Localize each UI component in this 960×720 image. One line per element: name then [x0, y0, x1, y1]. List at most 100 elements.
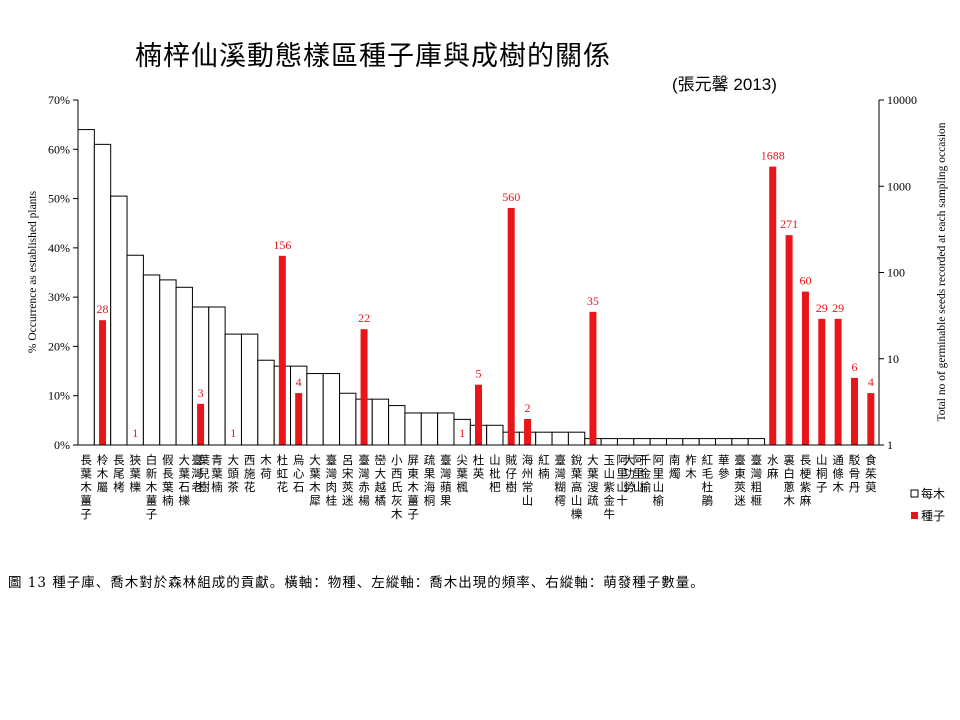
seed-bar — [507, 207, 515, 445]
svg-text:臺: 臺 — [751, 453, 763, 467]
svg-text:葉: 葉 — [162, 480, 174, 494]
svg-text:灣: 灣 — [440, 467, 452, 481]
y-left-tick-label: 10% — [48, 389, 70, 403]
seed-data-label: 5 — [476, 367, 482, 381]
svg-text:茶: 茶 — [228, 480, 240, 494]
seed-bar — [834, 318, 842, 445]
page-subtitle: (張元馨 2013) — [672, 75, 777, 94]
seed-bar — [589, 311, 597, 445]
svg-text:英: 英 — [473, 467, 485, 481]
svg-text:櫟: 櫟 — [179, 494, 191, 508]
svg-text:水: 水 — [767, 453, 779, 467]
svg-text:柞: 柞 — [685, 453, 697, 467]
tree-bar — [535, 431, 553, 446]
svg-text:呂: 呂 — [342, 453, 354, 467]
category-label: 食茱萸 — [865, 453, 877, 494]
svg-text:櫟: 櫟 — [129, 480, 141, 494]
svg-text:大: 大 — [228, 453, 240, 467]
svg-text:大: 大 — [587, 453, 599, 467]
tree-bar — [616, 438, 635, 446]
tree-bar — [600, 438, 618, 446]
tree-bar — [633, 438, 651, 446]
svg-text:杜: 杜 — [277, 453, 289, 467]
svg-text:白: 白 — [783, 467, 795, 481]
category-labels: 長葉木薑子柃木屬長尾栲狹葉櫟白新木薑子假長葉楠大葉石櫟臺灣老葉兒樹青葉楠大頭茶西… — [80, 453, 877, 521]
seed-data-label: 1 — [459, 426, 465, 440]
svg-text:木: 木 — [685, 467, 697, 481]
tree-bar — [747, 438, 766, 446]
svg-text:宋: 宋 — [342, 467, 354, 481]
svg-text:楊: 楊 — [358, 494, 370, 508]
svg-text:梗: 梗 — [800, 467, 812, 481]
svg-text:花: 花 — [277, 480, 289, 494]
svg-text:荷: 荷 — [260, 467, 272, 481]
svg-text:杜: 杜 — [702, 480, 714, 494]
tree-bar — [371, 398, 390, 446]
y-left-tick-label: 50% — [48, 192, 70, 206]
category-label: 水麻 — [767, 453, 779, 481]
svg-text:葉: 葉 — [211, 467, 223, 481]
svg-text:丹: 丹 — [849, 480, 861, 494]
seed-data-label: 6 — [851, 360, 857, 374]
svg-text:尾: 尾 — [113, 467, 125, 481]
svg-text:里: 里 — [653, 467, 665, 481]
svg-text:葉: 葉 — [571, 467, 583, 481]
seed-bars-series — [99, 166, 875, 445]
seed-bar — [801, 291, 809, 445]
tree-bar — [731, 438, 749, 446]
svg-text:葉: 葉 — [309, 467, 321, 481]
svg-text:灣: 灣 — [326, 467, 338, 481]
svg-text:東: 東 — [407, 467, 419, 481]
svg-text:葉: 葉 — [456, 467, 468, 481]
svg-text:樹: 樹 — [198, 480, 210, 494]
category-label: 山枇杷 — [489, 453, 501, 494]
svg-text:屬: 屬 — [97, 480, 109, 494]
svg-text:灣: 灣 — [358, 467, 370, 481]
svg-text:燭: 燭 — [669, 467, 681, 481]
tree-bar — [208, 306, 226, 446]
svg-text:臺: 臺 — [440, 453, 452, 467]
category-label: 山桐子 — [816, 453, 828, 494]
svg-text:賊: 賊 — [505, 453, 517, 467]
svg-text:屏: 屏 — [407, 453, 419, 467]
category-label: 大頭茶 — [228, 453, 240, 494]
category-label: 駁骨丹 — [849, 453, 861, 494]
tree-bar — [322, 373, 341, 446]
svg-text:海: 海 — [424, 480, 436, 494]
svg-text:山: 山 — [571, 494, 583, 508]
svg-text:心: 心 — [293, 467, 305, 481]
category-label: 杜虹花 — [277, 453, 289, 494]
svg-text:楠: 楠 — [211, 480, 223, 494]
svg-text:桐: 桐 — [424, 494, 436, 508]
svg-text:橘: 橘 — [375, 494, 387, 508]
svg-text:西: 西 — [244, 453, 256, 467]
seed-data-label: 35 — [587, 294, 599, 308]
legend-swatch-seed — [911, 512, 918, 519]
y-left-tick-label: 60% — [48, 142, 70, 156]
category-label: 尖葉楓 — [456, 453, 468, 494]
tree-bar — [110, 195, 128, 446]
seed-bar — [769, 166, 777, 445]
seed-data-label: 29 — [832, 301, 844, 315]
svg-text:榆: 榆 — [653, 494, 665, 508]
category-label: 華參 — [718, 453, 730, 481]
tree-bar — [257, 359, 275, 446]
svg-text:粗: 粗 — [751, 480, 763, 494]
svg-text:紅: 紅 — [538, 453, 550, 467]
svg-text:木: 木 — [260, 453, 272, 467]
svg-text:山: 山 — [653, 480, 665, 494]
y-left-tick-label: 70% — [48, 93, 70, 107]
svg-text:白: 白 — [146, 453, 158, 467]
y-left-tick-label: 40% — [48, 241, 70, 255]
tree-bar — [437, 412, 455, 446]
svg-text:楠: 楠 — [162, 494, 174, 508]
